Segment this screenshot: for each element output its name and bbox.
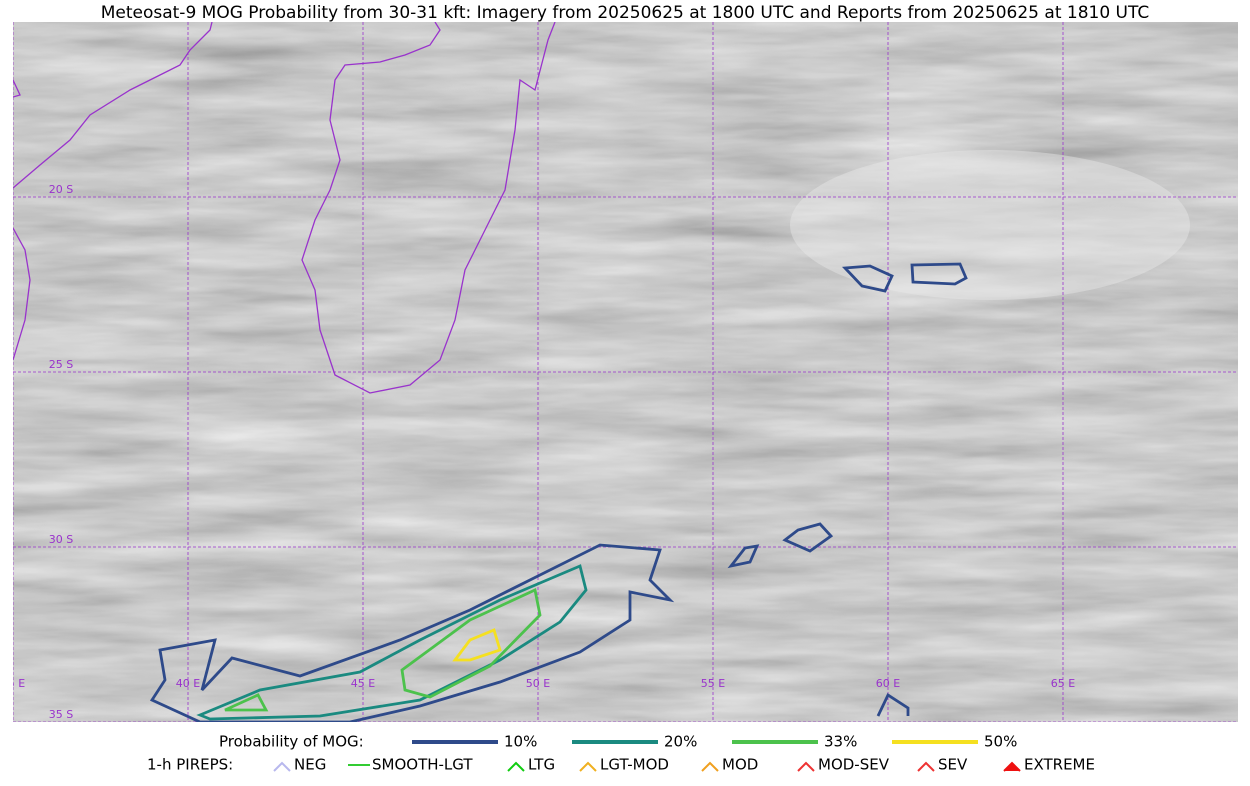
legend: Probability of MOG: 10% 20% 33% 50% 1-h PIREP… <box>147 733 1095 774</box>
lat-label: 25 S <box>49 358 73 371</box>
contour <box>196 564 588 721</box>
lon-label: 55 E <box>701 677 725 690</box>
legend-label: 20% <box>664 733 697 751</box>
lon-label: 65 E <box>1051 677 1075 690</box>
map: 35 E 40 E 45 E 50 E 55 E 60 E 65 E 20 S 25 S 30 S… <box>1 22 1238 722</box>
lon-label: 35 E <box>1 677 25 690</box>
legend-label: LTG <box>528 756 555 774</box>
legend-label: SEV <box>938 756 968 774</box>
title: Meteosat-9 MOG Probability from 30-31 kf… <box>101 3 1150 23</box>
legend-label: LGT-MOD <box>600 756 669 774</box>
island <box>13 79 21 98</box>
contour <box>400 587 542 699</box>
pirep-symbol <box>701 761 719 772</box>
pirep-symbol <box>917 761 935 772</box>
contour <box>910 262 968 286</box>
contour <box>452 628 502 662</box>
legend-label: 33% <box>824 733 857 751</box>
africa-coast <box>13 227 31 361</box>
coastlines <box>13 22 556 394</box>
legend-title: Probability of MOG: <box>219 733 364 751</box>
pirep-symbol <box>273 761 291 772</box>
pirep-symbol <box>797 761 815 772</box>
madagascar-coast <box>301 22 556 394</box>
contour <box>727 544 760 569</box>
lat-label: 20 S <box>49 183 73 196</box>
africa-coast <box>13 22 213 189</box>
legend-title: 1-h PIREPS: <box>147 756 233 774</box>
contour <box>782 522 834 553</box>
lon-label: 50 E <box>526 677 550 690</box>
contour <box>841 264 894 293</box>
legend-label: EXTREME <box>1024 756 1095 774</box>
pirep-symbol <box>507 761 525 772</box>
lon-label: 40 E <box>176 677 200 690</box>
pirep-symbol <box>579 761 597 772</box>
legend-label: NEG <box>294 756 326 774</box>
cloud-feature <box>790 150 1190 300</box>
legend-label: 10% <box>504 733 537 751</box>
legend-label: MOD-SEV <box>818 756 890 774</box>
pirep-symbol <box>1003 761 1021 772</box>
lat-label: 30 S <box>49 533 73 546</box>
contour <box>149 543 675 722</box>
lon-label: 60 E <box>876 677 900 690</box>
lon-label: 45 E <box>351 677 375 690</box>
legend-label: 50% <box>984 733 1017 751</box>
legend-label: SMOOTH-LGT <box>372 756 473 774</box>
contour <box>876 692 910 717</box>
lat-label: 35 S <box>49 708 73 721</box>
legend-label: MOD <box>722 756 758 774</box>
contour <box>224 693 269 712</box>
contours <box>149 262 968 722</box>
